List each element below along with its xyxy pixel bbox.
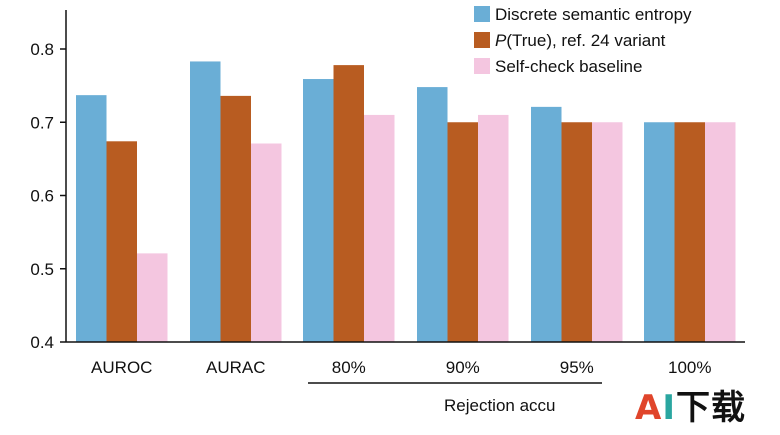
bar-self-check [251, 143, 282, 342]
x-category-label: AUROC [91, 358, 152, 377]
y-tick-label: 0.8 [30, 40, 54, 59]
bar-discrete-semantic-entropy [644, 122, 675, 342]
legend-label-ptrue-rest: (True), ref. 24 variant [506, 31, 665, 50]
bar-self-check [592, 122, 623, 342]
bar-ptrue [561, 122, 592, 342]
y-tick-label: 0.6 [30, 187, 54, 206]
bar-discrete-semantic-entropy [190, 61, 221, 342]
x-category-label: AURAC [206, 358, 266, 377]
y-tick-label: 0.4 [30, 333, 54, 352]
legend-label-ptrue: P(True), ref. 24 variant [495, 31, 666, 50]
bar-ptrue [106, 141, 137, 342]
bar-discrete-semantic-entropy [303, 79, 334, 342]
bar-self-check [478, 114, 509, 342]
rejection-accuracy-label: Rejection accu [444, 396, 556, 415]
x-category-label: 100% [668, 358, 711, 377]
x-category-label: 80% [332, 358, 366, 377]
bar-self-check [705, 122, 736, 342]
bar-ptrue [333, 65, 364, 343]
bar-discrete-semantic-entropy [531, 106, 562, 343]
legend: Discrete semantic entropy P(True), ref. … [474, 5, 692, 76]
x-category-labels: AUROC AURAC 80% 90% 95% 100% [91, 358, 711, 377]
bars-layer [76, 61, 736, 343]
x-category-label: 95% [560, 358, 594, 377]
watermark-a: A [635, 388, 663, 428]
bar-discrete-semantic-entropy [76, 95, 107, 343]
watermark-rest: 下载 [676, 388, 746, 428]
legend-swatch-ptrue [474, 32, 490, 48]
bar-ptrue [447, 122, 478, 342]
bar-self-check [137, 253, 168, 342]
y-ticks: 0.4 0.5 0.6 0.7 0.8 [30, 40, 66, 352]
watermark-i: I [662, 388, 676, 428]
legend-swatch-discrete-semantic-entropy [474, 6, 490, 22]
legend-label-discrete-semantic-entropy: Discrete semantic entropy [495, 5, 692, 24]
y-tick-label: 0.5 [30, 260, 54, 279]
legend-swatch-self-check-baseline [474, 58, 490, 74]
y-tick-label: 0.7 [30, 113, 54, 132]
watermark-logo: AI下载 [635, 380, 746, 429]
bar-ptrue [674, 122, 705, 342]
legend-label-ptrue-italic: P [495, 31, 507, 50]
x-category-label: 90% [446, 358, 480, 377]
bar-ptrue [220, 95, 251, 342]
legend-label-self-check-baseline: Self-check baseline [495, 57, 642, 76]
bar-self-check [364, 114, 395, 342]
bar-discrete-semantic-entropy [417, 87, 448, 342]
